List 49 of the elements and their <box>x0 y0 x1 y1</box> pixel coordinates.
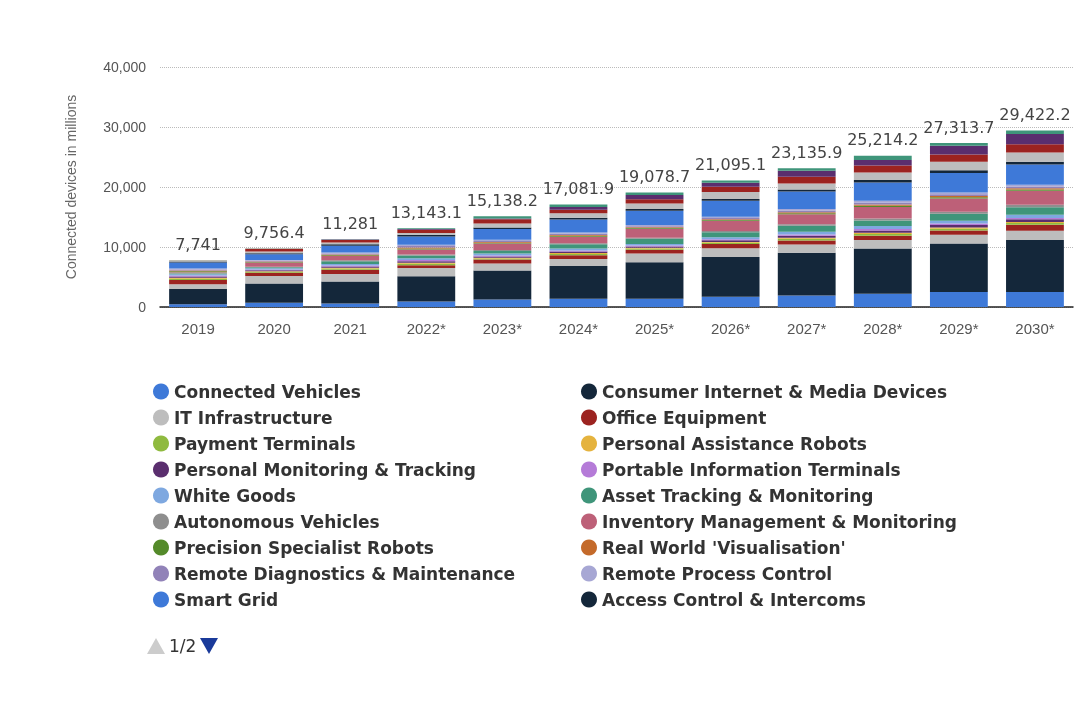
y-tick-label: 10,000 <box>103 239 147 255</box>
total-label: 13,143.1 <box>390 202 462 222</box>
legend-label: Access Control & Intercoms <box>602 589 866 610</box>
legend-label: White Goods <box>174 485 296 506</box>
legend-label: Autonomous Vehicles <box>174 511 380 532</box>
total-label: 19,078.7 <box>618 167 691 187</box>
legend-label: Asset Tracking & Monitoring <box>602 485 874 506</box>
total-label: 15,138.2 <box>466 190 538 210</box>
x-tick-label: 2023* <box>482 320 523 337</box>
y-tick-label: 0 <box>138 299 147 315</box>
legend-label: Personal Monitoring & Tracking <box>174 459 477 480</box>
total-label: 11,281 <box>322 213 379 233</box>
legend-label: Precision Specialist Robots <box>174 537 434 558</box>
total-label: 7,741 <box>175 235 221 255</box>
y-axis-title: Connected devices in millions <box>63 94 79 280</box>
x-tick-label: 2028* <box>863 320 903 337</box>
legend-label: Payment Terminals <box>174 433 356 454</box>
legend-label: Connected Vehicles <box>174 381 361 402</box>
legend-label: Remote Diagnostics & Maintenance <box>174 563 516 584</box>
legend-label: Portable Information Terminals <box>602 459 901 480</box>
y-tick-label: 20,000 <box>103 179 147 195</box>
total-label: 27,313.7 <box>923 117 995 137</box>
legend-label: Remote Process Control <box>602 563 833 584</box>
legend-label: IT Infrastructure <box>174 407 333 428</box>
total-label: 29,422.2 <box>999 104 1071 124</box>
total-label: 25,214.2 <box>847 130 919 150</box>
x-tick-label: 2030* <box>1015 320 1055 337</box>
text: 1/2 <box>169 636 197 656</box>
legend-label: Consumer Internet & Media Devices <box>602 381 948 402</box>
total-label: 17,081.9 <box>542 179 615 199</box>
legend-label: Smart Grid <box>174 589 279 610</box>
total-label: 23,135.9 <box>771 142 843 162</box>
x-tick-label: 2029* <box>939 320 979 337</box>
legend-label: Personal Assistance Robots <box>602 433 867 454</box>
total-label: 9,756.4 <box>243 222 305 242</box>
legend-label: Office Equipment <box>602 407 767 428</box>
x-tick-label: 2019 <box>181 320 215 337</box>
y-tick-label: 40,000 <box>103 59 147 75</box>
legend-label: Real World 'Visualisation' <box>602 537 846 558</box>
x-tick-label: 2020 <box>257 320 291 337</box>
legend-label: Inventory Management & Monitoring <box>602 511 957 532</box>
total-label: 21,095.1 <box>695 154 767 174</box>
y-tick-label: 30,000 <box>103 119 147 135</box>
x-tick-label: 2027* <box>787 320 827 337</box>
x-tick-label: 2026* <box>711 320 751 337</box>
x-tick-label: 2021 <box>333 320 367 337</box>
x-tick-label: 2025* <box>634 320 675 337</box>
x-tick-label: 2022* <box>406 320 447 337</box>
x-tick-label: 2024* <box>558 320 599 337</box>
